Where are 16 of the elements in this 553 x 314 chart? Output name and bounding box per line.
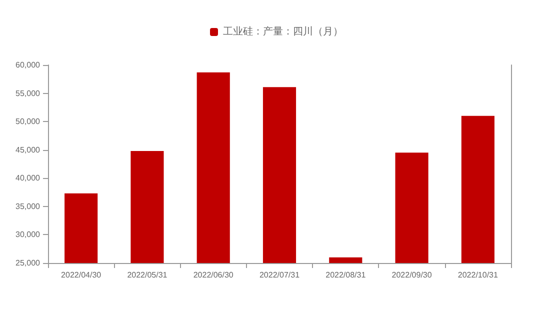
x-tick-label: 2022/07/31 bbox=[259, 270, 300, 280]
x-tick-label: 2022/08/31 bbox=[326, 270, 366, 280]
y-tick-label: 40,000 bbox=[16, 174, 41, 183]
y-tick-label: 50,000 bbox=[16, 117, 41, 126]
y-tick-label: 60,000 bbox=[16, 60, 41, 70]
x-tick-label: 2022/09/30 bbox=[392, 270, 432, 280]
y-tick-label: 45,000 bbox=[16, 145, 41, 154]
x-tick-label: 2022/04/30 bbox=[61, 270, 102, 280]
y-tick-label: 25,000 bbox=[16, 258, 41, 268]
x-tick-label: 2022/10/31 bbox=[458, 270, 498, 280]
y-tick-label: 55,000 bbox=[16, 88, 41, 98]
x-tick-label: 2022/05/31 bbox=[127, 270, 168, 280]
y-tick-label: 30,000 bbox=[16, 230, 41, 240]
y-tick-label: 35,000 bbox=[16, 202, 41, 211]
x-tick-label: 2022/06/30 bbox=[193, 270, 234, 280]
legend-label: 工业硅：产量：四川（月） bbox=[223, 26, 343, 38]
